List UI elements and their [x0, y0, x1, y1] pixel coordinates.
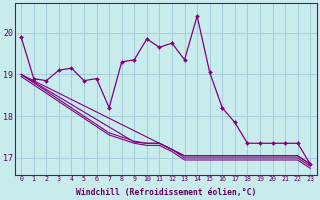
X-axis label: Windchill (Refroidissement éolien,°C): Windchill (Refroidissement éolien,°C) [76, 188, 256, 197]
